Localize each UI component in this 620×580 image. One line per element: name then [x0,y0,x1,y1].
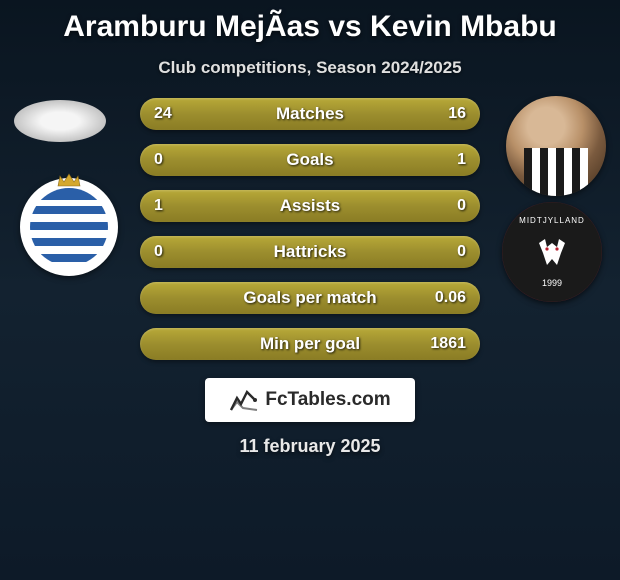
right-player-avatar [506,96,606,196]
wolf-icon [535,237,569,267]
comparison-area: MIDTJYLLAND 1999 24 Matches 16 0 Goals 1 1 Assi… [0,98,620,360]
stat-right-value: 1 [457,151,466,169]
right-logo-year: 1999 [502,278,602,288]
stat-bar: Goals per match 0.06 [140,282,480,314]
stat-left-value: 0 [154,151,163,169]
stat-bar: 0 Hattricks 0 [140,236,480,268]
fctables-logo-icon [229,388,259,412]
stat-label: Goals [286,150,333,170]
stat-right-value: 0.06 [435,289,466,307]
stat-left-value: 0 [154,243,163,261]
infographic-container: Aramburu MejÃas vs Kevin Mbabu Club comp… [0,0,620,457]
stat-bar: 1 Assists 0 [140,190,480,222]
left-team-logo-shield [30,188,108,266]
right-team-logo: MIDTJYLLAND 1999 [502,202,602,302]
stat-left-value: 1 [154,197,163,215]
right-logo-top-text: MIDTJYLLAND [502,216,602,225]
stat-right-value: 16 [448,105,466,123]
stat-right-value: 0 [457,243,466,261]
stat-label: Goals per match [243,288,376,308]
footer-brand-badge: FcTables.com [205,378,415,422]
stat-right-value: 1861 [430,335,466,353]
stat-bar: 24 Matches 16 [140,98,480,130]
stat-label: Assists [280,196,340,216]
stat-bars: 24 Matches 16 0 Goals 1 1 Assists 0 0 Hattricks 0 Go… [140,98,480,360]
stat-label: Min per goal [260,334,360,354]
stat-label: Hattricks [274,242,347,262]
crown-icon [56,172,82,188]
jersey-stripes [524,148,588,196]
subtitle: Club competitions, Season 2024/2025 [158,58,461,78]
stat-label: Matches [276,104,344,124]
stat-left-value: 24 [154,105,172,123]
date-text: 11 february 2025 [239,436,380,457]
stat-bar: 0 Goals 1 [140,144,480,176]
left-player-avatar [14,100,106,142]
footer-brand-text: FcTables.com [265,389,390,411]
page-title: Aramburu MejÃas vs Kevin Mbabu [63,10,556,44]
left-team-logo [20,178,118,276]
stat-bar: Min per goal 1861 [140,328,480,360]
stat-right-value: 0 [457,197,466,215]
